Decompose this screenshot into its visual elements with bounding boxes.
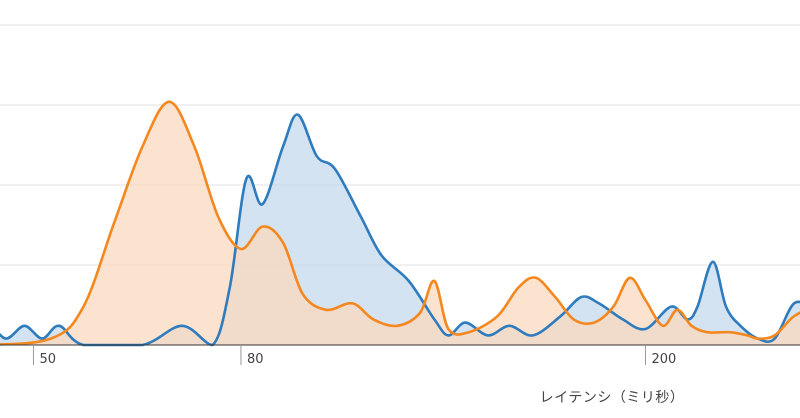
- x-tick-label: 50: [39, 352, 56, 367]
- x-ticks: 50 80 200: [32, 345, 676, 367]
- x-axis-title: レイテンシ（ミリ秒）: [540, 390, 685, 406]
- series-areas: [0, 101, 800, 345]
- series-2-line: [0, 100, 800, 346]
- x-tick-label: 200: [651, 352, 676, 367]
- x-tick-label: 80: [247, 352, 264, 367]
- series-1-area: [0, 114, 800, 345]
